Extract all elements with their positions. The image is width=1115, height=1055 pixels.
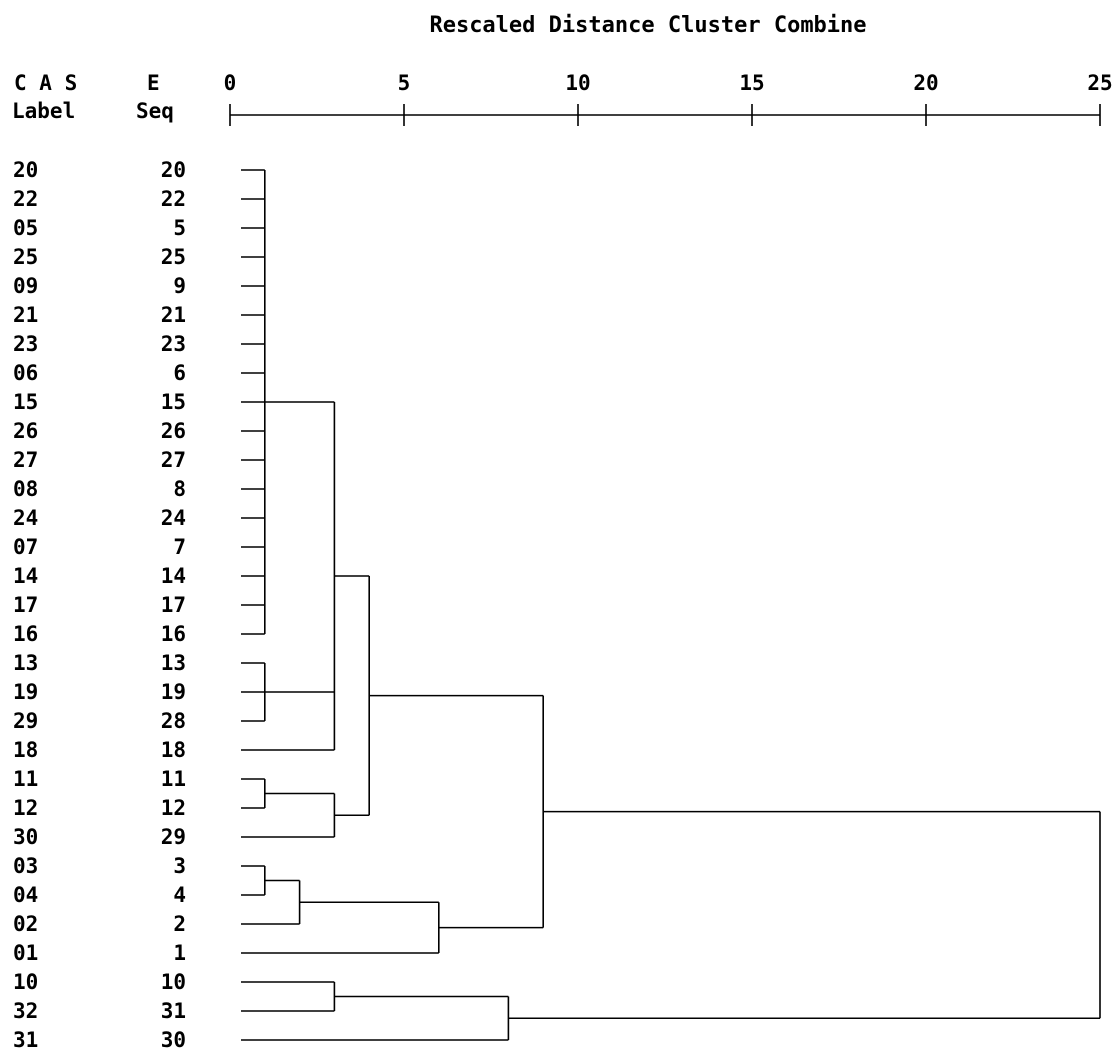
dendrogram-tree (241, 169, 1101, 1041)
case-label: 10 (13, 970, 38, 994)
case-seq: 19 (161, 680, 186, 704)
case-seq: 4 (173, 883, 186, 907)
case-label: 32 (13, 999, 38, 1023)
case-label: 22 (13, 187, 38, 211)
case-label: 16 (13, 622, 38, 646)
case-seq: 7 (173, 535, 186, 559)
chart-title: Rescaled Distance Cluster Combine (429, 13, 866, 38)
case-header: C A S (14, 71, 77, 95)
case-label: 24 (13, 506, 38, 530)
axis-tick-label: 20 (913, 71, 938, 95)
case-seq: 26 (161, 419, 186, 443)
case-label: 04 (13, 883, 38, 907)
case-label: 25 (13, 245, 38, 269)
case-seq: 20 (161, 158, 186, 182)
case-label: 03 (13, 854, 38, 878)
case-label: 06 (13, 361, 38, 385)
case-label: 11 (13, 767, 38, 791)
case-label: 09 (13, 274, 38, 298)
case-seq: 15 (161, 390, 186, 414)
case-seq: 8 (173, 477, 186, 501)
case-seq: 10 (161, 970, 186, 994)
case-label: 05 (13, 216, 38, 240)
case-label: 20 (13, 158, 38, 182)
case-label: 08 (13, 477, 38, 501)
axis-tick-label: 25 (1087, 71, 1112, 95)
case-seq: 2 (173, 912, 186, 936)
case-label: 30 (13, 825, 38, 849)
case-seq: 30 (161, 1028, 186, 1052)
case-seq: 13 (161, 651, 186, 675)
case-seq: 5 (173, 216, 186, 240)
case-seq: 22 (161, 187, 186, 211)
distance-axis: 0 5 10 15 20 25 (224, 71, 1113, 126)
case-seq: 21 (161, 303, 186, 327)
case-seq: 1 (173, 941, 186, 965)
case-seq: 23 (161, 332, 186, 356)
case-seq: 16 (161, 622, 186, 646)
case-label: 21 (13, 303, 38, 327)
axis-tick-label: 15 (739, 71, 764, 95)
axis-tick-label: 10 (565, 71, 590, 95)
case-seq: 18 (161, 738, 186, 762)
case-seq: 28 (161, 709, 186, 733)
case-seq: 9 (173, 274, 186, 298)
axis-tick-label: 0 (224, 71, 237, 95)
case-seq: 17 (161, 593, 186, 617)
label-column-header: Label (12, 99, 75, 123)
case-label: 15 (13, 390, 38, 414)
case-label: 26 (13, 419, 38, 443)
case-seq: 12 (161, 796, 186, 820)
seq-column-header: Seq (136, 99, 174, 123)
case-label: 19 (13, 680, 38, 704)
case-label: 17 (13, 593, 38, 617)
case-header-e: E (147, 71, 160, 95)
case-seq: 6 (173, 361, 186, 385)
case-seq: 14 (161, 564, 186, 588)
case-seq: 31 (161, 999, 186, 1023)
case-seq: 27 (161, 448, 186, 472)
case-label: 29 (13, 709, 38, 733)
case-label: 27 (13, 448, 38, 472)
case-label: 01 (13, 941, 38, 965)
case-label: 18 (13, 738, 38, 762)
case-label: 07 (13, 535, 38, 559)
case-seq: 11 (161, 767, 186, 791)
case-label: 14 (13, 564, 38, 588)
axis-tick-label: 5 (398, 71, 411, 95)
case-label: 31 (13, 1028, 38, 1052)
case-seq: 25 (161, 245, 186, 269)
case-label: 12 (13, 796, 38, 820)
case-label: 02 (13, 912, 38, 936)
case-label: 13 (13, 651, 38, 675)
case-seq: 24 (161, 506, 186, 530)
case-seq: 3 (173, 854, 186, 878)
case-seq: 29 (161, 825, 186, 849)
case-label: 23 (13, 332, 38, 356)
